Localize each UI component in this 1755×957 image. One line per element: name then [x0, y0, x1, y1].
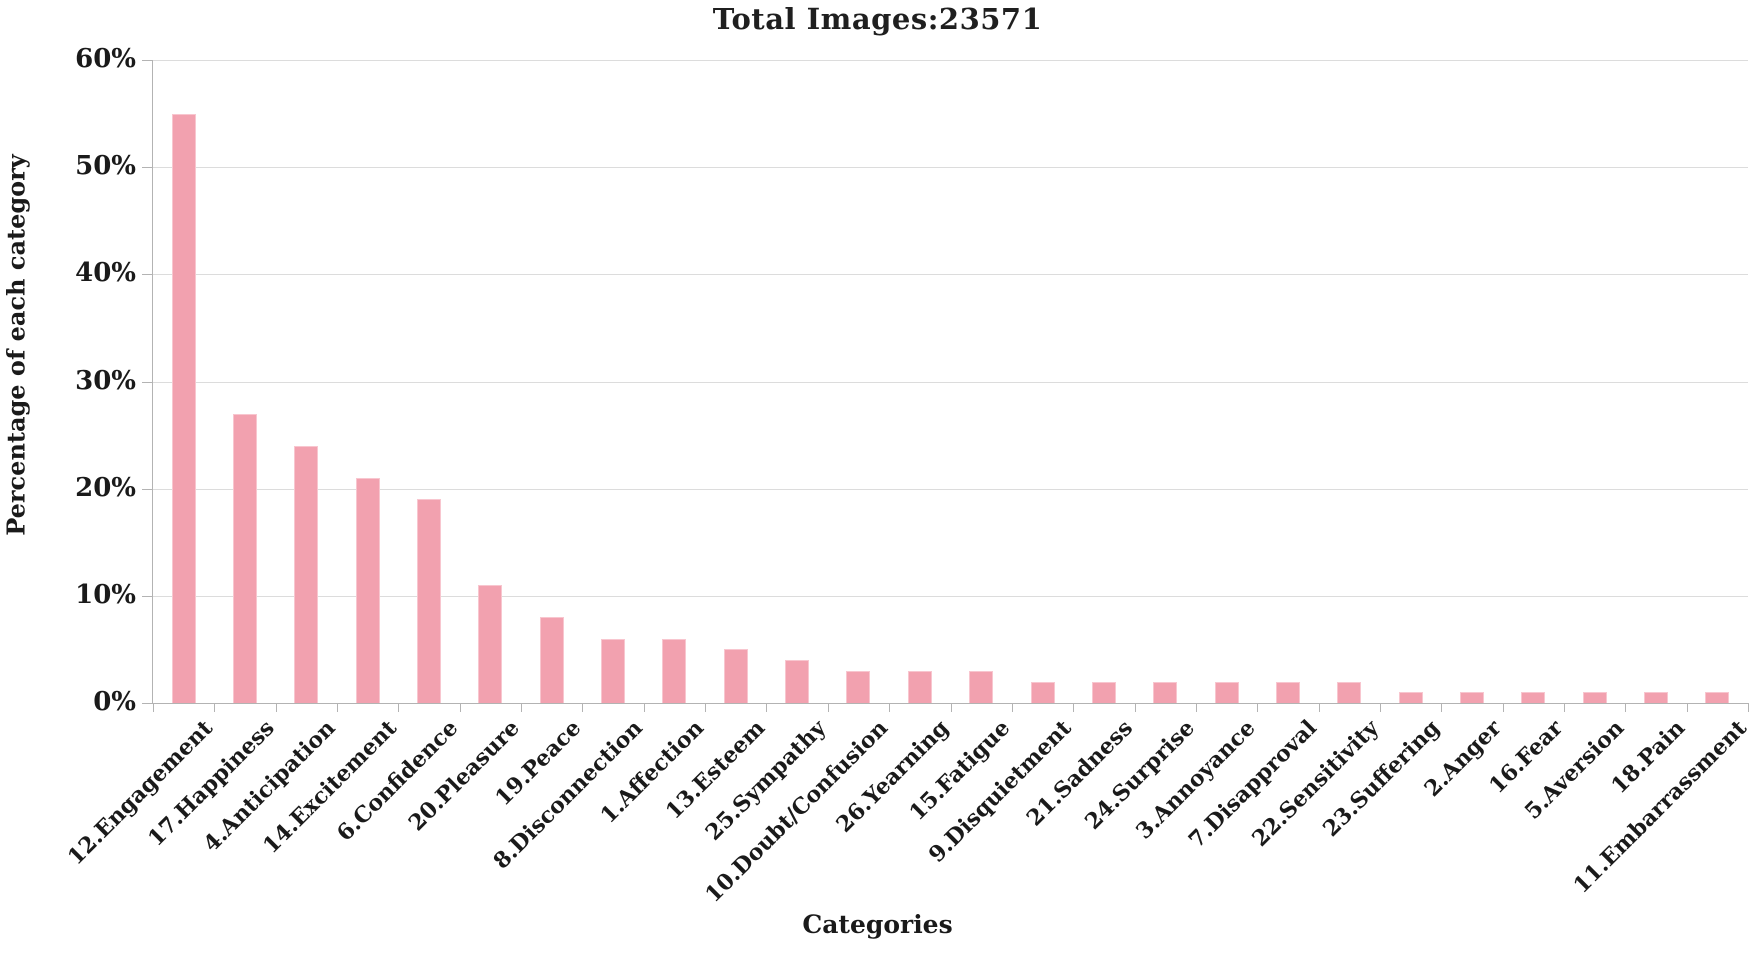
y-tick-label: 10%: [75, 579, 136, 610]
y-axis-title: Percentage of each category: [1, 154, 31, 536]
x-axis-tick: [1563, 703, 1565, 712]
x-axis-tick: [521, 703, 523, 712]
y-axis-tick: [142, 703, 152, 704]
y-axis-tick: [142, 274, 152, 276]
x-axis-tick: [1011, 703, 1013, 712]
x-axis-tick: [1502, 703, 1504, 712]
y-tick-label: 30%: [75, 365, 136, 396]
x-axis-tick: [827, 703, 829, 712]
x-axis-tick: [705, 703, 707, 712]
x-axis-tick: [153, 703, 154, 712]
bar-16-fear: [1521, 692, 1546, 703]
bar-13-esteem: [723, 649, 748, 703]
x-axis-tick: [459, 703, 461, 712]
x-axis-tick: [1441, 703, 1443, 712]
bar-14-excitement: [355, 477, 380, 703]
plot-area: 0% 10% 20% 30% 40% 50% 60% 12.Engagement 17.Happ…: [63, 44, 1752, 908]
x-axis-tick: [766, 703, 768, 712]
x-axis-tick: [950, 703, 952, 712]
y-axis-tick: [142, 488, 152, 490]
bar-3-annoyance: [1214, 681, 1239, 703]
x-axis-tick: [1748, 703, 1749, 712]
y-axis-line: [152, 60, 153, 703]
bar-26-yearning: [907, 670, 932, 703]
x-axis-tick: [1686, 703, 1688, 712]
x-axis-tick: [1625, 703, 1627, 712]
gridline-10pct: [153, 595, 1748, 597]
chart-title: Total Images:23571: [712, 2, 1043, 36]
x-axis-tick: [889, 703, 891, 712]
y-tick-label: 60%: [75, 43, 136, 74]
y-axis-tick: [142, 595, 152, 597]
bar-10-doubt-confusion: [846, 670, 871, 703]
bar-24-surprise: [1153, 681, 1178, 703]
x-axis-tick: [1134, 703, 1136, 712]
bar-19-peace: [539, 617, 564, 703]
x-axis-tick: [398, 703, 400, 712]
x-axis-tick: [1379, 703, 1381, 712]
bar-22-sensitivity: [1337, 681, 1362, 703]
x-axis-tick: [1073, 703, 1075, 712]
bar-20-pleasure: [478, 585, 503, 703]
bar-15-fatigue: [969, 670, 994, 703]
bar-17-happiness: [233, 413, 258, 703]
gridline-30pct: [153, 381, 1748, 383]
gridline-50pct: [153, 167, 1748, 169]
x-axis-tick: [582, 703, 584, 712]
bar-8-disconnection: [601, 638, 626, 703]
y-tick-label: 0%: [93, 686, 136, 717]
bar-12-engagement: [171, 113, 196, 703]
y-axis-tick: [142, 60, 152, 61]
bar-7-disapproval: [1275, 681, 1300, 703]
bar-18-pain: [1643, 692, 1668, 703]
gridline-40pct: [153, 274, 1748, 276]
bar-5-aversion: [1582, 692, 1607, 703]
x-axis-tick: [337, 703, 339, 712]
bar-1-affection: [662, 638, 687, 703]
bar-11-embarrassment: [1705, 692, 1730, 703]
x-axis-tick: [1257, 703, 1259, 712]
x-axis-tick: [1195, 703, 1197, 712]
x-axis-tick: [643, 703, 645, 712]
x-axis-tick: [1318, 703, 1320, 712]
y-axis-tick: [142, 381, 152, 383]
y-tick-label: 20%: [75, 472, 136, 503]
bar-6-confidence: [417, 499, 442, 703]
bar-23-suffering: [1398, 692, 1423, 703]
gridline-20pct: [153, 488, 1748, 490]
bar-9-disquietment: [1030, 681, 1055, 703]
x-axis-tick: [214, 703, 216, 712]
bar-2-anger: [1459, 692, 1484, 703]
bar-21-sadness: [1091, 681, 1116, 703]
gridline-60pct: [153, 60, 1748, 61]
x-axis-title: Categories: [802, 910, 953, 939]
x-axis-tick: [275, 703, 277, 712]
y-axis-tick: [142, 167, 152, 169]
bar-4-anticipation: [294, 445, 319, 703]
y-tick-label: 50%: [75, 150, 136, 181]
y-tick-label: 40%: [75, 258, 136, 289]
bar-25-sympathy: [785, 660, 810, 703]
